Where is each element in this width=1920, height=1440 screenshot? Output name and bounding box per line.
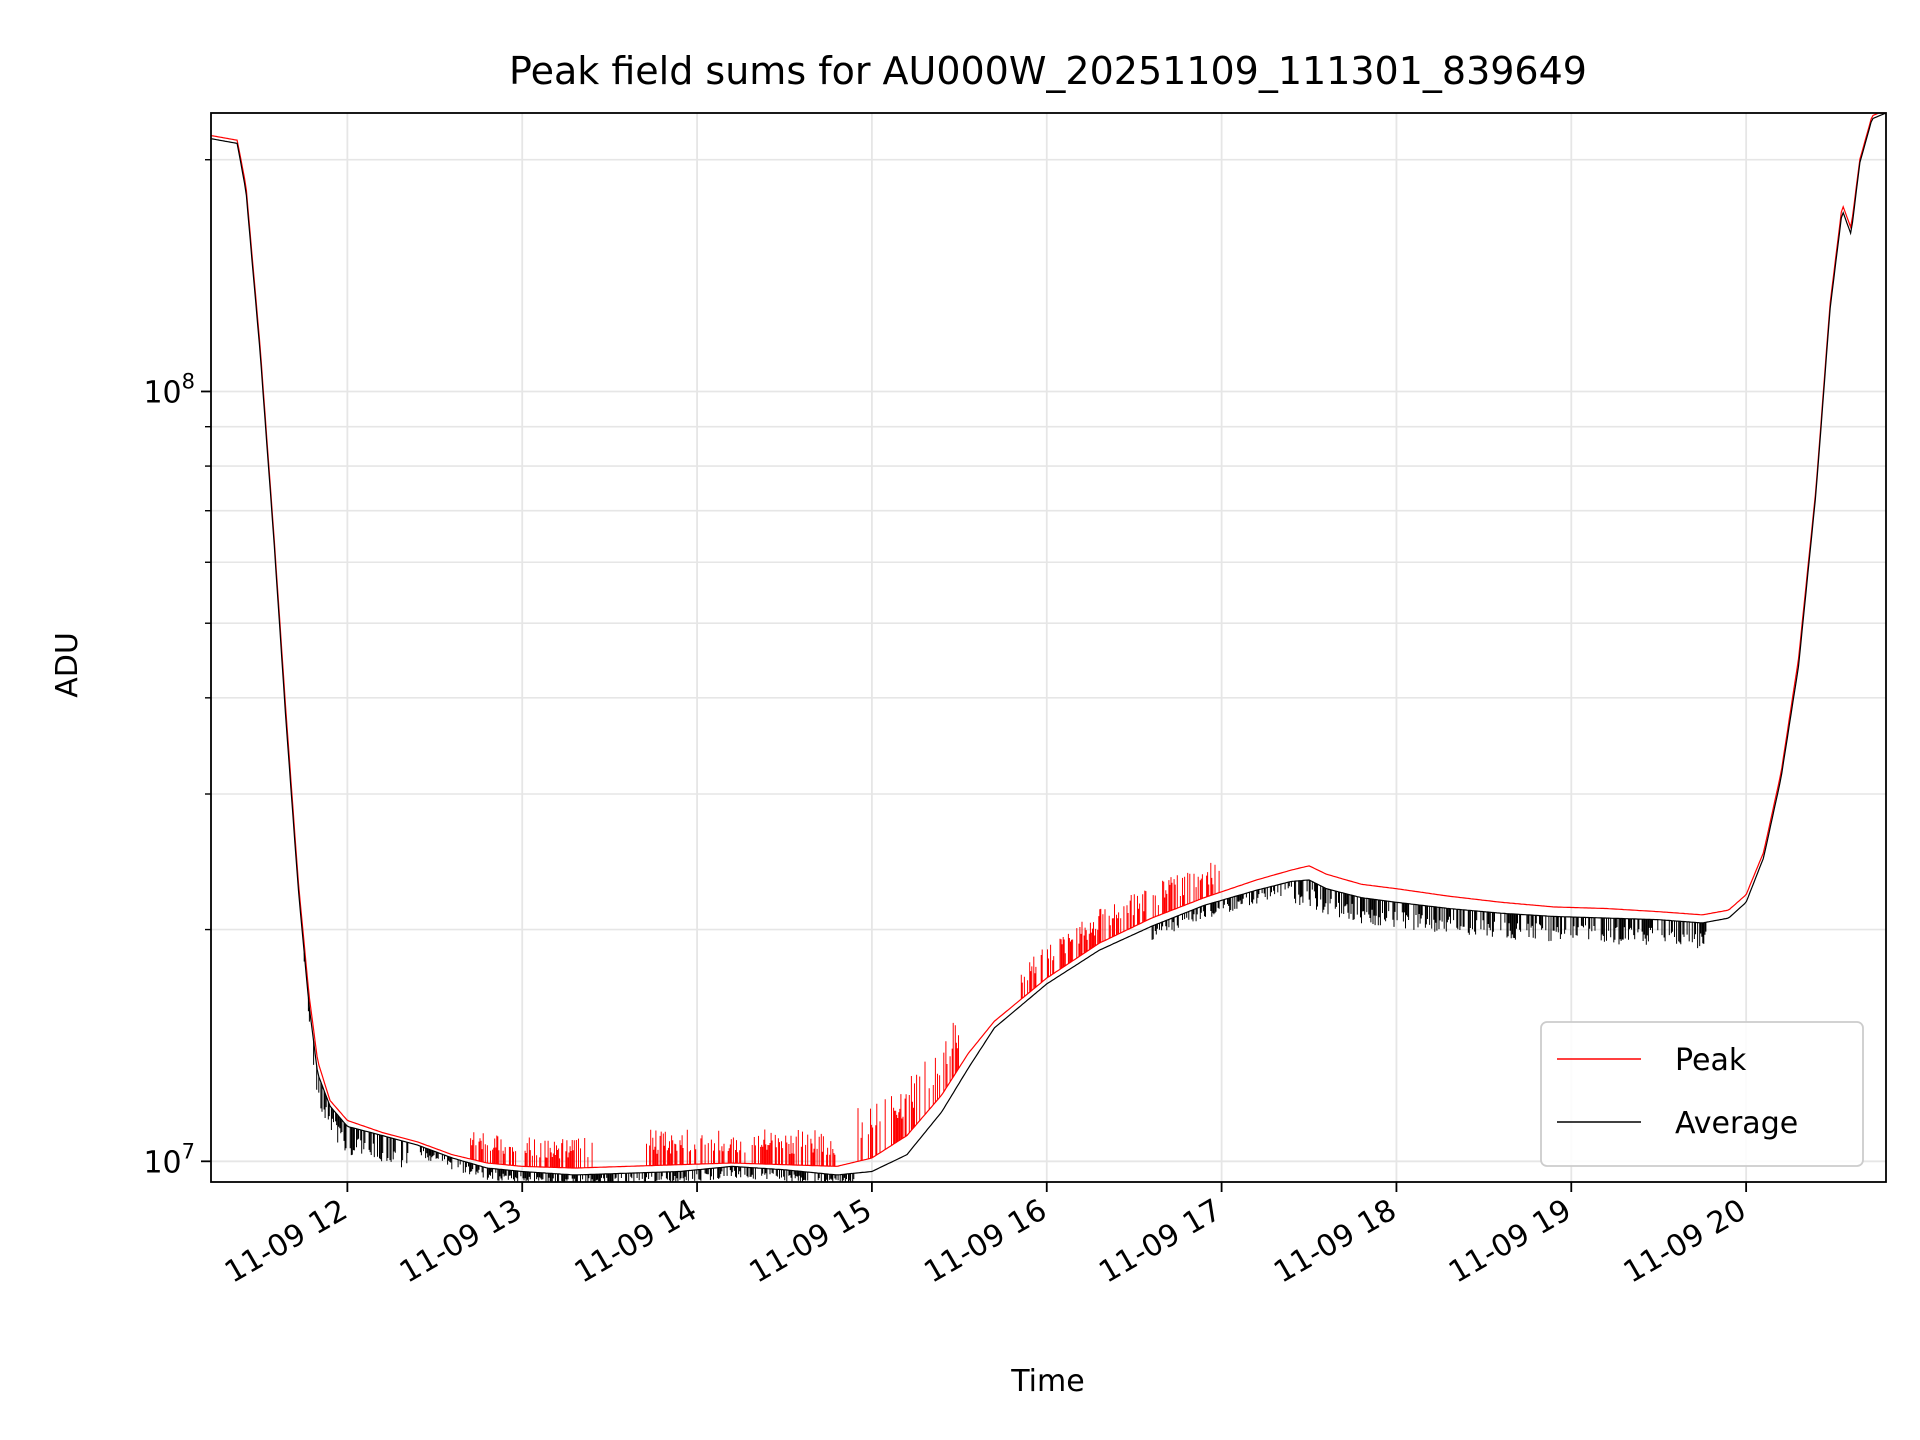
- plot-series: [210, 112, 1887, 1182]
- legend-label-peak: Peak: [1675, 1043, 1747, 1078]
- series-spikes-peak: [470, 862, 1220, 1169]
- plot-frame: [210, 112, 1887, 1183]
- chart-title: Peak field sums for AU000W_20251109_1113…: [509, 49, 1587, 93]
- series-line-average: [210, 112, 1887, 1176]
- legend-box: [1540, 1021, 1864, 1167]
- legend-label-average: Average: [1675, 1106, 1798, 1141]
- y-tick-label-exponent: 8: [182, 369, 195, 393]
- x-axis-label: Time: [1010, 1364, 1084, 1399]
- y-axis-label: ADU: [50, 632, 85, 698]
- y-tick-label: 107: [143, 1139, 195, 1180]
- y-tick-label-exponent: 7: [182, 1139, 195, 1163]
- y-tick-label: 108: [143, 369, 195, 410]
- y-tick-label-base: 10: [143, 375, 181, 410]
- y-tick-label-base: 10: [143, 1145, 181, 1180]
- legend: Peak Average: [1540, 1021, 1864, 1167]
